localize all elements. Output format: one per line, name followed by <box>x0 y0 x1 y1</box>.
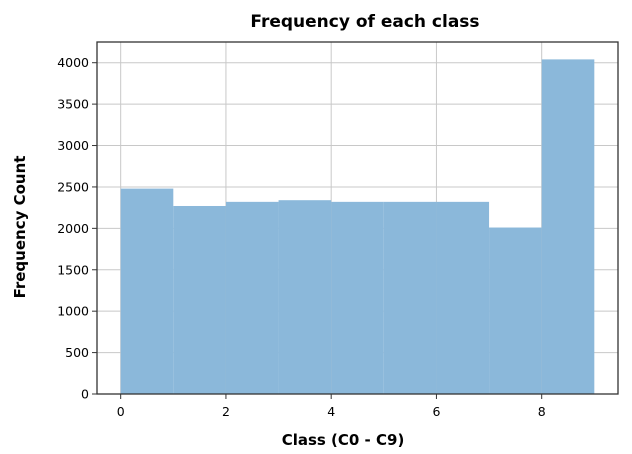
histogram-bar-6 <box>436 201 490 394</box>
y-tick-label: 4000 <box>57 55 89 70</box>
histogram-bar-3 <box>278 200 332 394</box>
y-tick-label: 3500 <box>57 97 89 112</box>
histogram-bar-0 <box>120 188 174 394</box>
histogram-bar-1 <box>173 205 226 394</box>
histogram-bar-5 <box>383 201 437 394</box>
histogram-bar-8 <box>541 59 595 394</box>
plot-frame <box>96 41 619 395</box>
x-tick-label: 2 <box>222 404 230 419</box>
bars <box>120 59 595 394</box>
y-axis-label: Frequency Count <box>11 156 29 299</box>
histogram-bar-4 <box>331 201 384 394</box>
y-tick-label: 500 <box>65 345 89 360</box>
y-tick-label: 2500 <box>57 179 89 194</box>
y-tick-label: 1000 <box>57 304 89 319</box>
axes: 0 2 4 6 8 0 500 1000 1500 2000 2500 3000 3500 4000 <box>57 55 546 419</box>
x-tick-label: 4 <box>327 404 335 419</box>
y-tick-label: 1500 <box>57 262 89 277</box>
x-tick-label: 0 <box>117 404 125 419</box>
x-axis-label: Class (C0 - C9) <box>282 431 405 449</box>
chart-title: Frequency of each class <box>250 12 479 32</box>
histogram-bar-7 <box>489 227 542 394</box>
y-tick-label: 3000 <box>57 138 89 153</box>
y-tick-label: 2000 <box>57 221 89 236</box>
x-tick-label: 6 <box>432 404 440 419</box>
histogram-bar-2 <box>225 201 279 394</box>
y-tick-label: 0 <box>81 387 89 402</box>
x-tick-label: 8 <box>538 404 546 419</box>
